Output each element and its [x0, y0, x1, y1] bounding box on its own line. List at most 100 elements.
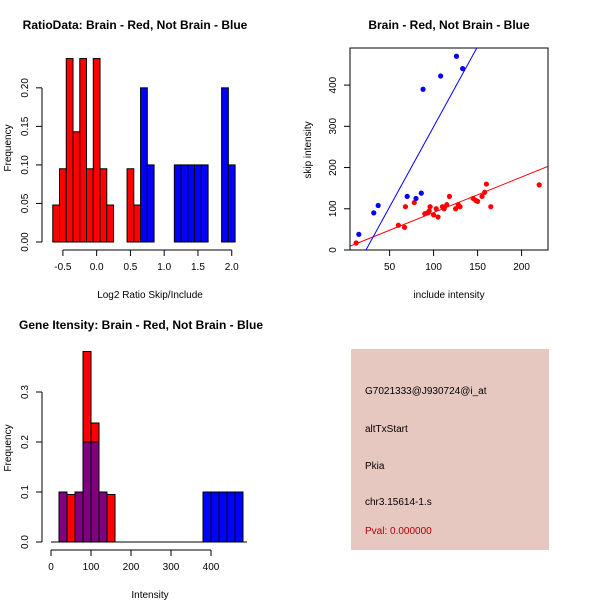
scatter-point-red: [446, 193, 453, 200]
gene-bar-overlap: [58, 491, 68, 543]
scatter-ylabel: skip intensity: [303, 121, 314, 178]
gene-intensity-ylabel: Frequency: [3, 424, 14, 471]
genomic-location: chr3.15614-1.s: [365, 497, 432, 508]
ratio-bar-blue: [200, 164, 209, 243]
ratio-y-tick-label: 0.00: [20, 232, 31, 252]
scatter-y-tick-label: 0: [328, 247, 339, 253]
gene-y-tick-label: 0.1: [20, 485, 31, 499]
ratio-histogram-panel: RatioData: Brain - Red, Not Brain - Blue…: [3, 18, 248, 301]
scatter-point-red: [444, 202, 450, 208]
scatter-y-tick-label: 200: [328, 159, 339, 176]
scatter-point-red: [435, 214, 441, 220]
ratio-y-tick-label: 0.10: [20, 155, 31, 175]
scatter-point-blue: [460, 66, 466, 72]
scatter-point-red: [482, 189, 488, 195]
scatter-point-red: [431, 212, 437, 218]
gene-bar-overlap: [74, 491, 84, 543]
ratio-bar-red: [59, 168, 67, 243]
gene-intensity-panel: Gene Itensity: Brain - Red, Not Brain - …: [3, 318, 263, 600]
gene-bar-blue: [234, 491, 244, 543]
gene-x-tick-label: 200: [123, 562, 140, 573]
gene-intensity-axes: 0 100 200 300 400 0.0 0.1 0.2 0.3: [20, 385, 220, 573]
scatter-x-tick-label: 50: [384, 262, 396, 273]
scatter-point-red: [479, 193, 485, 200]
scatter-point-blue: [420, 86, 426, 92]
gene-bar-red: [106, 494, 116, 543]
scatter-point-red: [401, 224, 408, 230]
scatter-point-red: [483, 181, 489, 187]
ratio-histogram-bars: [52, 58, 236, 243]
ratio-bar-red: [79, 58, 88, 243]
gene-y-tick-label: 0.2: [20, 435, 31, 449]
scatter-point-red: [441, 206, 447, 212]
intensity-scatter-panel: Brain - Red, Not Brain - Blue include in…: [303, 18, 549, 301]
ratio-bar-blue: [180, 164, 189, 243]
gene-bar-overlap: [98, 491, 108, 543]
ratio-x-tick-label: 1.5: [191, 262, 205, 273]
ratio-bar-red: [133, 204, 142, 243]
ratio-x-tick-label: -0.5: [54, 262, 72, 273]
scatter-point-red: [426, 208, 432, 214]
gene-bar-blue: [210, 491, 220, 543]
gene-symbol: Pkia: [365, 461, 385, 472]
ratio-bar-blue: [227, 164, 236, 243]
ratio-x-tick-label: 0.5: [123, 262, 137, 273]
ratio-bar-blue: [194, 164, 202, 243]
scatter-point-red: [475, 198, 481, 204]
scatter-point-red: [457, 204, 463, 210]
gene-intensity-bars: [51, 351, 247, 543]
gene-bar-red: [66, 494, 76, 543]
scatter-point-red: [453, 206, 459, 212]
scatter-point-red: [411, 199, 417, 206]
scatter-point-blue: [371, 210, 377, 216]
scatter-point-blue: [413, 195, 419, 202]
ratio-x-tick-label: 2.0: [225, 262, 239, 273]
event-type: altTxStart: [365, 424, 408, 435]
gene-x-tick-label: 100: [83, 562, 100, 573]
ratio-x-tick-label: 0.0: [90, 262, 104, 273]
ratio-histogram-axes: -0.5 0.0 0.5 1.0 1.5 2.0 0.00 0.05 0.10 0.15 0.20: [20, 78, 239, 273]
ratio-bar-red: [99, 168, 108, 243]
gene-bar-overlap: [90, 441, 100, 543]
ratio-bar-red: [65, 58, 74, 243]
gene-x-tick-label: 0: [48, 562, 54, 573]
ratio-bar-blue: [221, 87, 229, 243]
scatter-point-red: [353, 240, 359, 246]
ratio-x-tick-label: 1.0: [157, 262, 171, 273]
gene-bar-overlap: [82, 441, 92, 543]
scatter-x-tick-label: 150: [469, 262, 486, 273]
ratio-bar-red: [92, 58, 101, 243]
scatter-points: [353, 53, 542, 246]
scatter-y-tick-label: 300: [328, 118, 339, 135]
gene-intensity-title: Gene Itensity: Brain - Red, Not Brain - …: [19, 318, 263, 332]
scatter-point-blue: [418, 190, 424, 196]
ratio-bar-red: [106, 204, 115, 243]
scatter-point-red: [433, 206, 439, 212]
ratio-bar-blue: [173, 164, 182, 243]
ratio-bar-red: [72, 131, 81, 243]
probe-info-box: G7021333@J930724@i_at altTxStart Pkia ch…: [351, 349, 549, 550]
gene-y-tick-label: 0.0: [20, 535, 31, 549]
ratio-y-tick-label: 0.20: [20, 78, 31, 98]
scatter-fit-lines: [350, 48, 548, 250]
ratio-histogram-title: RatioData: Brain - Red, Not Brain - Blue: [23, 18, 248, 32]
ratio-bar-blue: [140, 87, 148, 243]
scatter-plot-box: [349, 47, 549, 251]
scatter-y-tick-label: 100: [328, 200, 339, 217]
ratio-y-tick-label: 0.15: [20, 116, 31, 136]
scatter-point-red: [536, 182, 542, 188]
scatter-point-red: [488, 204, 494, 210]
ratio-bar-red: [126, 168, 135, 243]
ratio-bar-red: [86, 168, 94, 243]
scatter-xlabel: include intensity: [413, 290, 484, 301]
gene-bar-blue: [226, 491, 236, 543]
gene-x-tick-label: 400: [203, 562, 220, 573]
ratio-bar-blue: [187, 164, 196, 243]
scatter-axes: 50 100 150 200 0 100 200 300 400: [328, 76, 530, 273]
ratio-y-tick-label: 0.05: [20, 193, 31, 213]
ratio-histogram-xlabel: Log2 Ratio Skip/Include: [97, 290, 203, 301]
gene-bar-blue: [202, 491, 212, 543]
scatter-point-blue: [438, 73, 444, 79]
scatter-point-red: [402, 204, 409, 210]
